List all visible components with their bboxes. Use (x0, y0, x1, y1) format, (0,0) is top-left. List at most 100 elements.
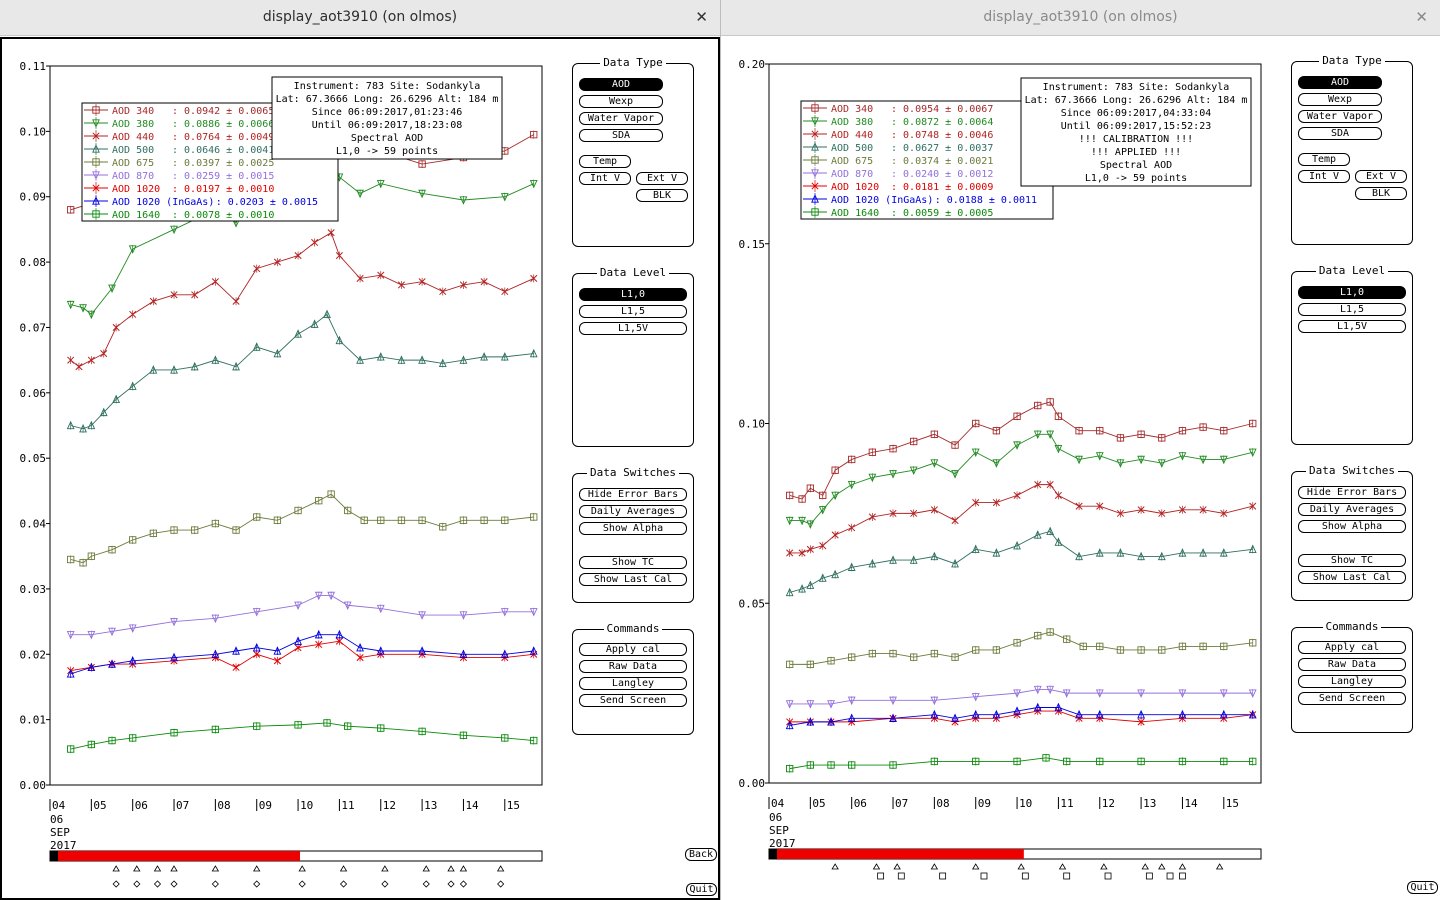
send-screen-button[interactable]: Send Screen (1298, 692, 1406, 705)
x-tick-label: 10 (1019, 797, 1032, 810)
legend-label: AOD 380 (831, 117, 873, 128)
info-line: Since 06:09:2017,04:33:04 (1061, 108, 1212, 119)
time-marker-square (1063, 872, 1071, 880)
y-tick-label: 0.03 (20, 583, 47, 596)
aod-button[interactable]: AOD (579, 78, 663, 91)
l15-button[interactable]: L1,5 (1298, 303, 1406, 316)
data-point (343, 601, 352, 611)
data-point (530, 513, 538, 521)
time-marker-triangle (422, 865, 430, 872)
series-line (789, 707, 1253, 726)
time-marker-square (1021, 872, 1029, 880)
langley-button[interactable]: Langley (579, 677, 687, 690)
raw-data-button[interactable]: Raw Data (579, 660, 687, 673)
time-marker-diamond (112, 880, 120, 888)
aod-button[interactable]: AOD (1298, 76, 1382, 89)
x-tick-label: 08 (936, 797, 949, 810)
l10-button[interactable]: L1,0 (1298, 286, 1406, 299)
legend-marker (811, 142, 819, 151)
x-tick-label: 08 (217, 799, 230, 812)
show-last-cal-button[interactable]: Show Last Cal (1298, 571, 1406, 584)
l15v-button[interactable]: L1,5V (579, 322, 687, 335)
data-point (335, 252, 343, 260)
info-line: Spectral AOD (351, 133, 423, 144)
data-point (1034, 401, 1042, 410)
data-point (1046, 526, 1055, 535)
blk-button[interactable]: BLK (1355, 187, 1407, 200)
temp-button[interactable]: Temp (1298, 153, 1350, 166)
x-tick-label: 11 (341, 799, 354, 812)
water-vapor-button[interactable]: Water Vapor (579, 112, 663, 125)
data-point (66, 300, 75, 310)
daily-averages-button[interactable]: Daily Averages (1298, 503, 1406, 516)
int-v-button[interactable]: Int V (579, 172, 631, 185)
data-point (79, 304, 87, 313)
show-last-cal-button[interactable]: Show Last Cal (579, 573, 687, 586)
show-tc-button[interactable]: Show TC (579, 556, 687, 569)
data-point (1013, 540, 1021, 550)
blk-button[interactable]: BLK (636, 189, 688, 202)
x-tick-label: 12 (383, 799, 396, 812)
legend-stat: : 0.0188 ± 0.0011 (935, 195, 1037, 206)
hide-error-bars-button[interactable]: Hide Error Bars (579, 488, 687, 501)
ext-v-button[interactable]: Ext V (1355, 170, 1407, 183)
hide-error-bars-button[interactable]: Hide Error Bars (1298, 486, 1406, 499)
sda-button[interactable]: SDA (579, 129, 663, 142)
legend-stat: : 0.0203 ± 0.0015 (216, 197, 318, 208)
l15v-button[interactable]: L1,5V (1298, 320, 1406, 333)
wexp-button[interactable]: Wexp (579, 95, 663, 108)
x-tick-label: 13 (1143, 797, 1156, 810)
data-point (1249, 757, 1257, 766)
daily-averages-button[interactable]: Daily Averages (579, 505, 687, 518)
close-icon[interactable]: ✕ (1415, 8, 1428, 26)
data-point (459, 516, 468, 524)
legend-stat: : 0.0078 ± 0.0010 (172, 210, 274, 221)
apply-cal-button[interactable]: Apply cal (1298, 641, 1406, 654)
data-point (1054, 702, 1063, 712)
int-v-button[interactable]: Int V (1298, 170, 1350, 183)
quit-button[interactable]: Quit (1407, 881, 1438, 894)
show-tc-button[interactable]: Show TC (1298, 554, 1406, 567)
data-point (1075, 709, 1083, 719)
raw-data-button[interactable]: Raw Data (1298, 658, 1406, 671)
x-tick-label: 04 (52, 799, 66, 812)
data-point (128, 381, 137, 390)
show-alpha-button[interactable]: Show Alpha (1298, 520, 1406, 533)
data-point (356, 189, 364, 199)
data-point (1178, 689, 1187, 698)
temp-button[interactable]: Temp (579, 155, 631, 168)
titlebar-left[interactable]: display_aot3910 (on olmos) ✕ (0, 0, 720, 36)
data-point (397, 516, 406, 524)
apply-cal-button[interactable]: Apply cal (579, 643, 687, 656)
wexp-button[interactable]: Wexp (1298, 93, 1382, 106)
data-point (1075, 551, 1083, 561)
water-vapor-button[interactable]: Water Vapor (1298, 110, 1382, 123)
y-tick-label: 0.15 (739, 238, 766, 251)
data-point (930, 709, 939, 719)
info-line: Instrument: 783 Site: Sodankyla (294, 81, 481, 92)
l15-button[interactable]: L1,5 (579, 305, 687, 318)
data-point (1054, 445, 1063, 454)
panel-title-data-type: Data Type (1319, 54, 1385, 67)
langley-button[interactable]: Langley (1298, 675, 1406, 688)
show-alpha-button[interactable]: Show Alpha (579, 522, 687, 535)
data-point (327, 490, 335, 498)
sda-button[interactable]: SDA (1298, 127, 1382, 140)
y-tick-label: 0.04 (20, 518, 47, 531)
quit-button[interactable]: Quit (686, 883, 717, 896)
data-point (439, 287, 447, 296)
data-point (314, 591, 323, 601)
data-point (1178, 709, 1187, 719)
close-icon[interactable]: ✕ (695, 8, 708, 26)
data-point (1046, 685, 1055, 695)
time-marker-triangle (1215, 863, 1224, 870)
l10-button[interactable]: L1,0 (579, 288, 687, 301)
time-marker-diamond (381, 880, 389, 888)
back-button[interactable]: Back (685, 848, 717, 861)
titlebar-right[interactable]: display_aot3910 (on olmos) ✕ (721, 0, 1440, 36)
data-point (1096, 757, 1104, 766)
ext-v-button[interactable]: Ext V (636, 172, 688, 185)
send-screen-button[interactable]: Send Screen (579, 694, 687, 707)
data-point (211, 278, 219, 286)
data-point (1034, 631, 1042, 640)
